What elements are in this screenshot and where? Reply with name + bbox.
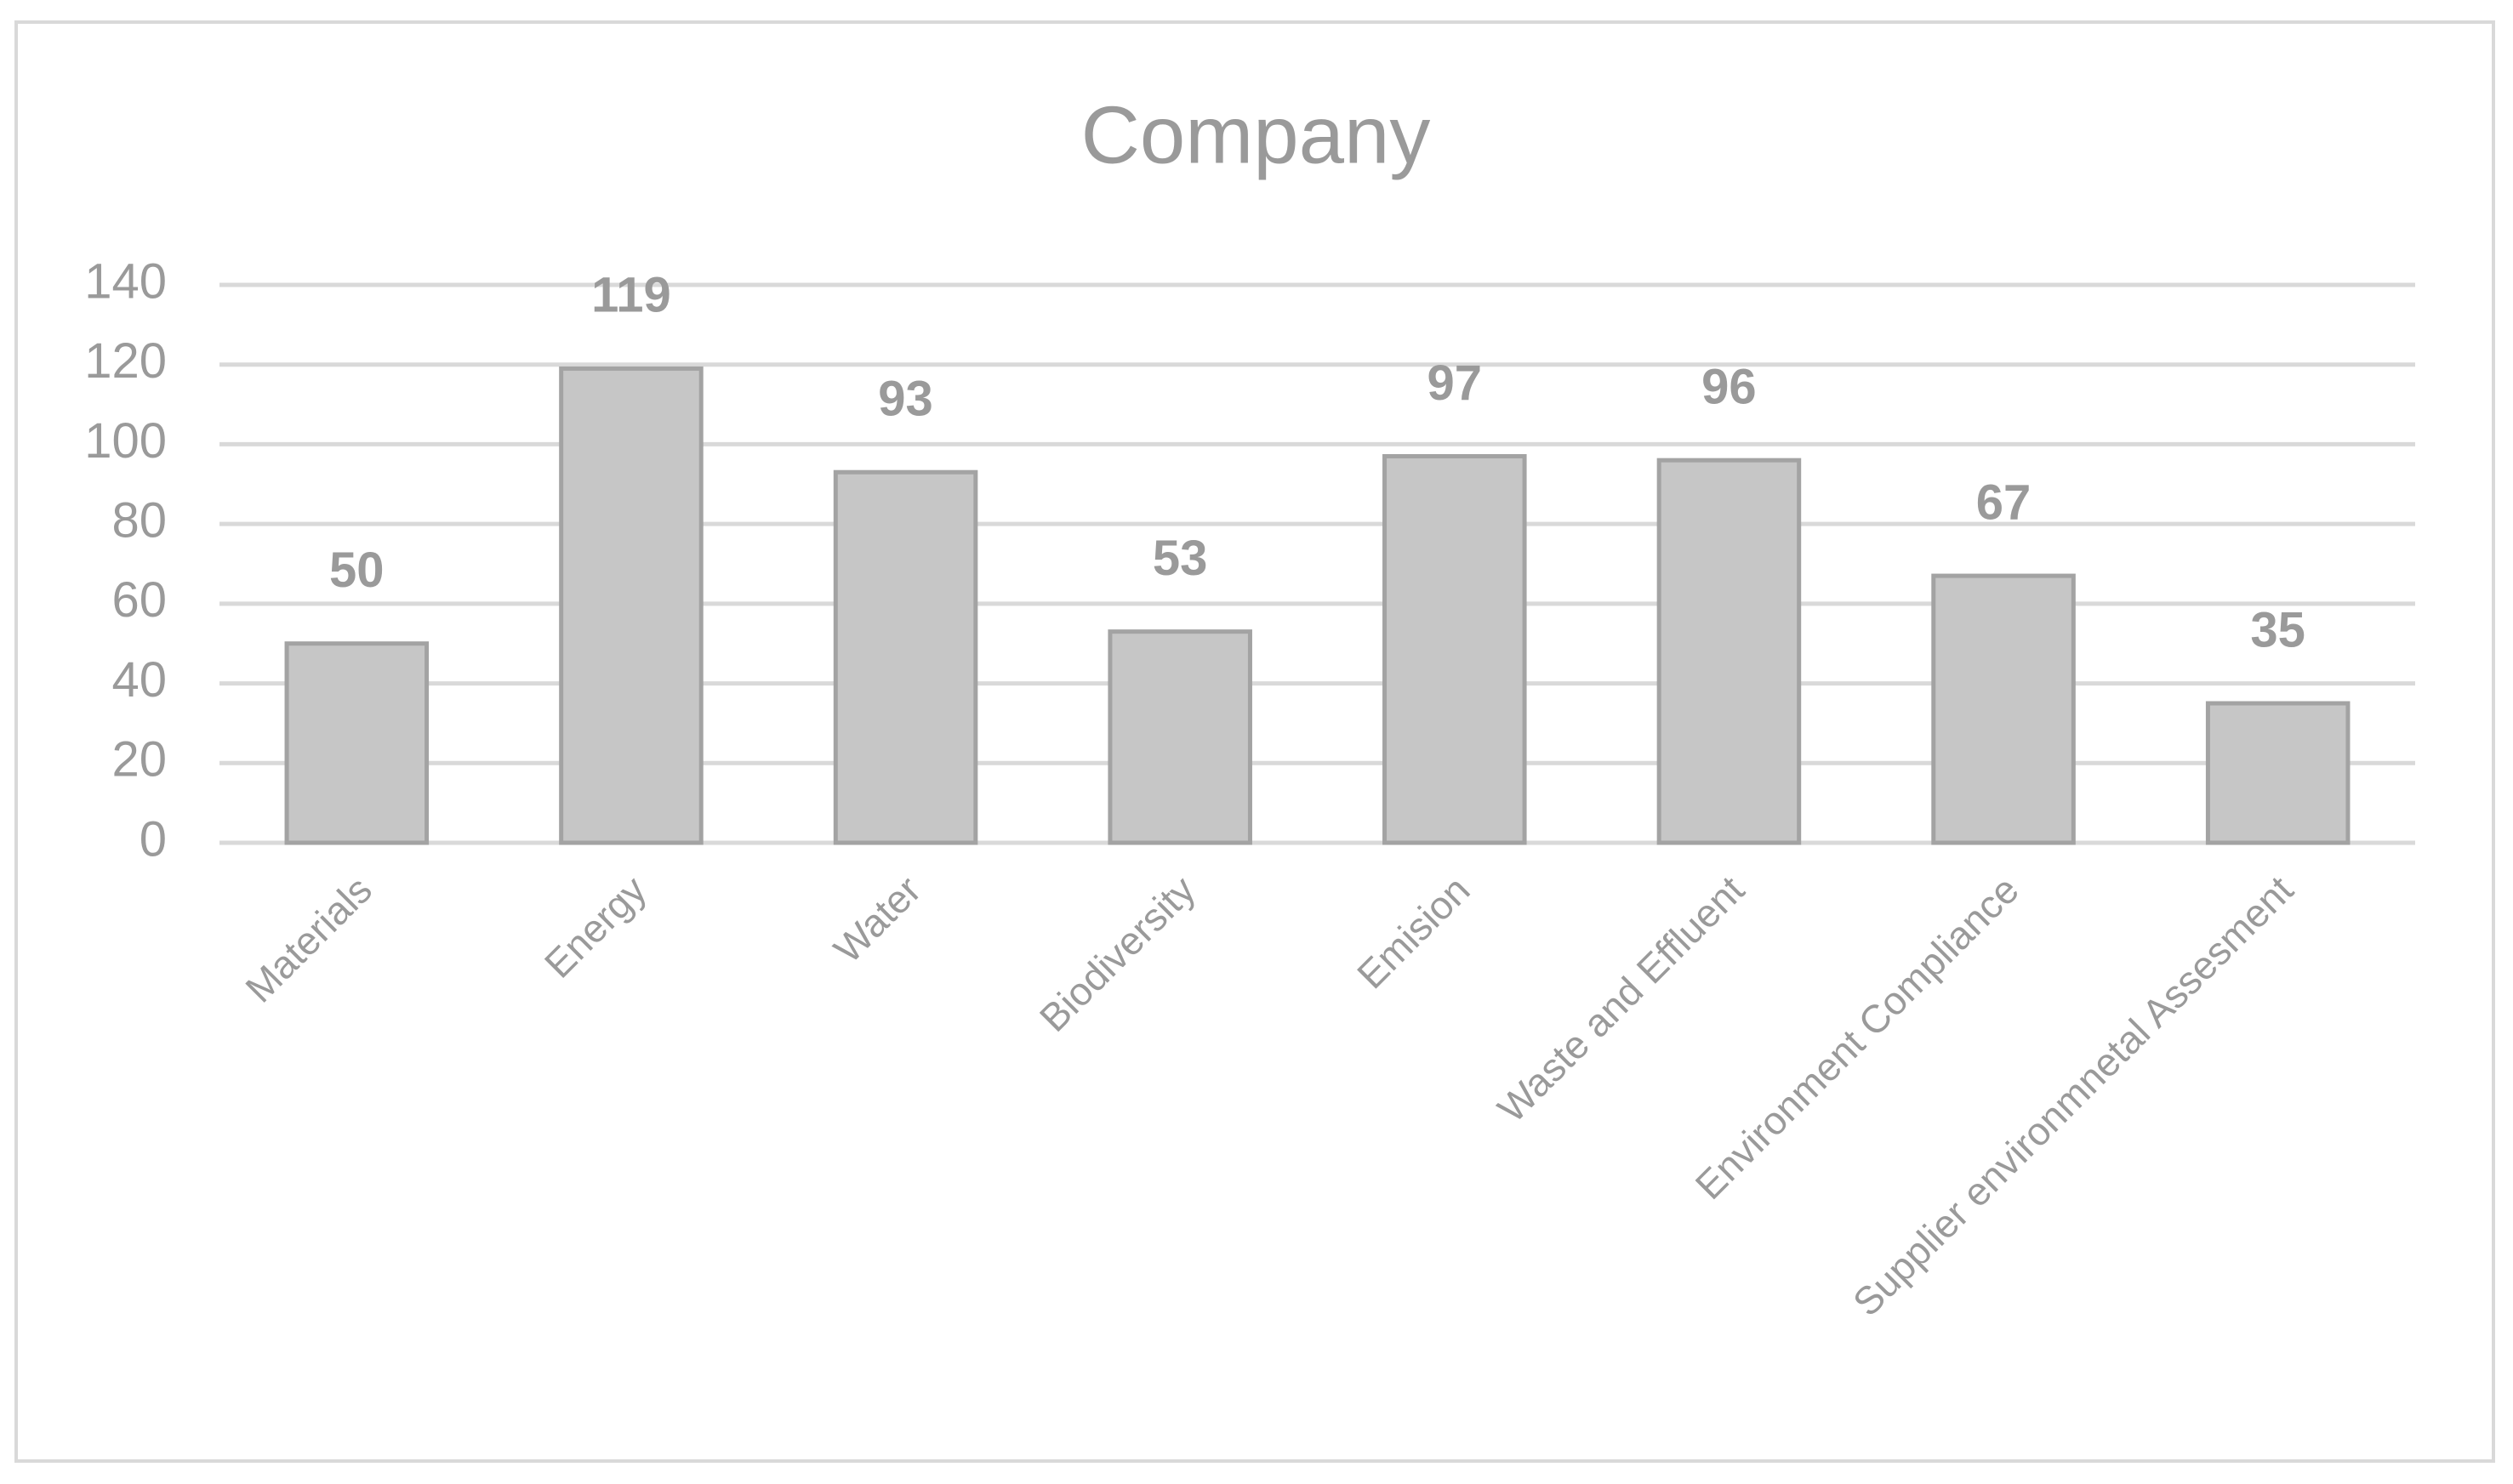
y-tick-label: 140 <box>84 253 167 309</box>
bar <box>833 469 978 845</box>
data-label: 96 <box>1701 359 1757 414</box>
bar <box>1108 629 1252 845</box>
bar <box>559 366 704 845</box>
bar <box>1382 453 1527 845</box>
y-tick-label: 80 <box>111 492 167 548</box>
data-label: 53 <box>1153 531 1208 586</box>
data-label: 67 <box>1976 475 2031 530</box>
chart-border <box>14 20 2495 1463</box>
y-tick-label: 0 <box>140 811 167 867</box>
chart-title: Company <box>1081 89 1431 180</box>
data-label: 93 <box>878 372 933 427</box>
y-tick-label: 120 <box>84 333 167 389</box>
data-label: 119 <box>591 268 671 323</box>
data-label: 97 <box>1427 355 1483 411</box>
bar <box>1656 458 1802 845</box>
y-tick-label: 100 <box>84 413 167 469</box>
bar <box>1931 573 2076 845</box>
bar <box>2205 701 2351 845</box>
data-label: 35 <box>2250 602 2305 657</box>
bar <box>284 641 430 845</box>
y-tick-label: 20 <box>111 732 167 787</box>
y-tick-label: 60 <box>111 572 167 628</box>
data-label: 50 <box>329 543 385 598</box>
y-tick-label: 40 <box>111 652 167 708</box>
